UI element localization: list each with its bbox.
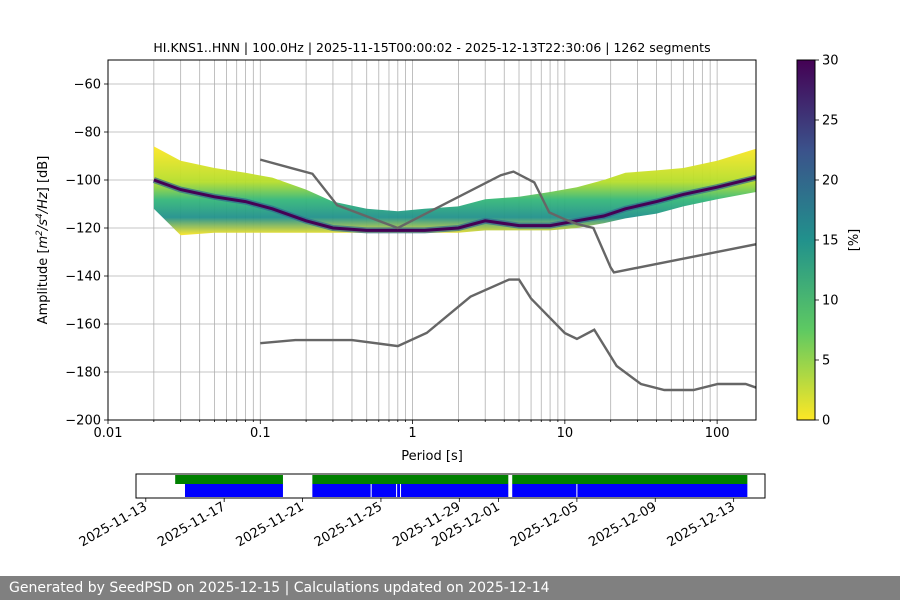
new-low-noise-model-curve bbox=[260, 278, 756, 392]
y-tick-label: −200 bbox=[65, 414, 101, 429]
y-tick-label: −140 bbox=[65, 270, 101, 285]
colorbar-tick-label: 0 bbox=[822, 414, 830, 429]
colorbar: 0 5 10 15 20 25 30 [%] bbox=[796, 54, 862, 429]
y-tick-label: −100 bbox=[65, 174, 101, 189]
ppsd-density bbox=[152, 146, 756, 236]
plot-frame bbox=[107, 59, 757, 421]
colorbar-label: [%] bbox=[847, 229, 862, 252]
availability-bar-green bbox=[512, 475, 748, 484]
chart-title: HI.KNS1..HNN | 100.0Hz | 2025-11-15T00:0… bbox=[153, 40, 710, 55]
x-tick-label: 0.01 bbox=[94, 426, 123, 441]
date-tick-label: 2025-11-21 bbox=[234, 499, 307, 550]
availability-bars bbox=[175, 475, 748, 497]
x-tick-label: 10 bbox=[557, 426, 574, 441]
colorbar-tick-label: 10 bbox=[822, 294, 839, 309]
availability-bar-blue bbox=[184, 484, 283, 497]
y-axis-ticks: −200 −180 −160 −140 −120 −100 −80 −60 bbox=[65, 78, 108, 429]
y-tick-label: −180 bbox=[65, 366, 101, 381]
colorbar-tick-label: 20 bbox=[822, 174, 839, 189]
y-tick-label: −60 bbox=[74, 78, 101, 93]
colorbar-tick-label: 25 bbox=[822, 114, 839, 129]
y-tick-label: −120 bbox=[65, 222, 101, 237]
grid bbox=[107, 60, 756, 421]
new-high-noise-model-curve bbox=[259, 158, 756, 274]
date-tick-label: 2025-12-05 bbox=[508, 499, 581, 550]
colorbar-ticks: 0 5 10 15 20 25 30 bbox=[815, 54, 839, 429]
date-tick-label: 2025-11-13 bbox=[77, 499, 150, 550]
colorbar-gradient bbox=[796, 59, 816, 421]
x-axis-ticks: 0.01 0.1 1 10 100 bbox=[94, 420, 730, 441]
density-band bbox=[153, 146, 756, 236]
footer-bar: Generated by SeedPSD on 2025-12-15 | Cal… bbox=[0, 576, 900, 600]
date-tick-label: 2025-11-25 bbox=[312, 499, 385, 550]
date-tick-label: 2025-12-09 bbox=[586, 499, 659, 550]
availability-bar-green bbox=[312, 475, 509, 484]
footer-text: Generated by SeedPSD on 2025-12-15 | Cal… bbox=[9, 580, 550, 596]
date-axis-ticks: 2025-11-13 2025-11-17 2025-11-21 2025-11-25… bbox=[77, 498, 738, 550]
x-tick-label: 100 bbox=[705, 426, 730, 441]
availability-bar-green bbox=[175, 475, 283, 484]
x-axis-label: Period [s] bbox=[401, 449, 463, 464]
availability-bar-blue bbox=[312, 484, 509, 497]
density-mode-line bbox=[153, 176, 756, 232]
noise-model-curves bbox=[259, 158, 756, 392]
plot-area: 0.01 0.1 1 10 100 −200 −180 −160 −140 −120 −100 −8… bbox=[65, 59, 757, 441]
colorbar-tick-label: 5 bbox=[822, 354, 830, 369]
data-availability-panel: 2025-11-13 2025-11-17 2025-11-21 2025-11-25… bbox=[77, 473, 766, 550]
y-tick-label: −80 bbox=[74, 126, 101, 141]
y-axis-label: Amplitude [m2/s4/Hz] [dB] bbox=[35, 156, 51, 325]
date-tick-label: 2025-12-13 bbox=[665, 499, 738, 550]
date-tick-label: 2025-11-17 bbox=[155, 499, 228, 550]
colorbar-tick-label: 30 bbox=[822, 54, 839, 69]
y-tick-label: −160 bbox=[65, 318, 101, 333]
x-tick-label: 1 bbox=[408, 426, 416, 441]
availability-bar-blue bbox=[512, 484, 748, 497]
x-tick-label: 0.1 bbox=[250, 426, 271, 441]
colorbar-tick-label: 15 bbox=[822, 234, 839, 249]
